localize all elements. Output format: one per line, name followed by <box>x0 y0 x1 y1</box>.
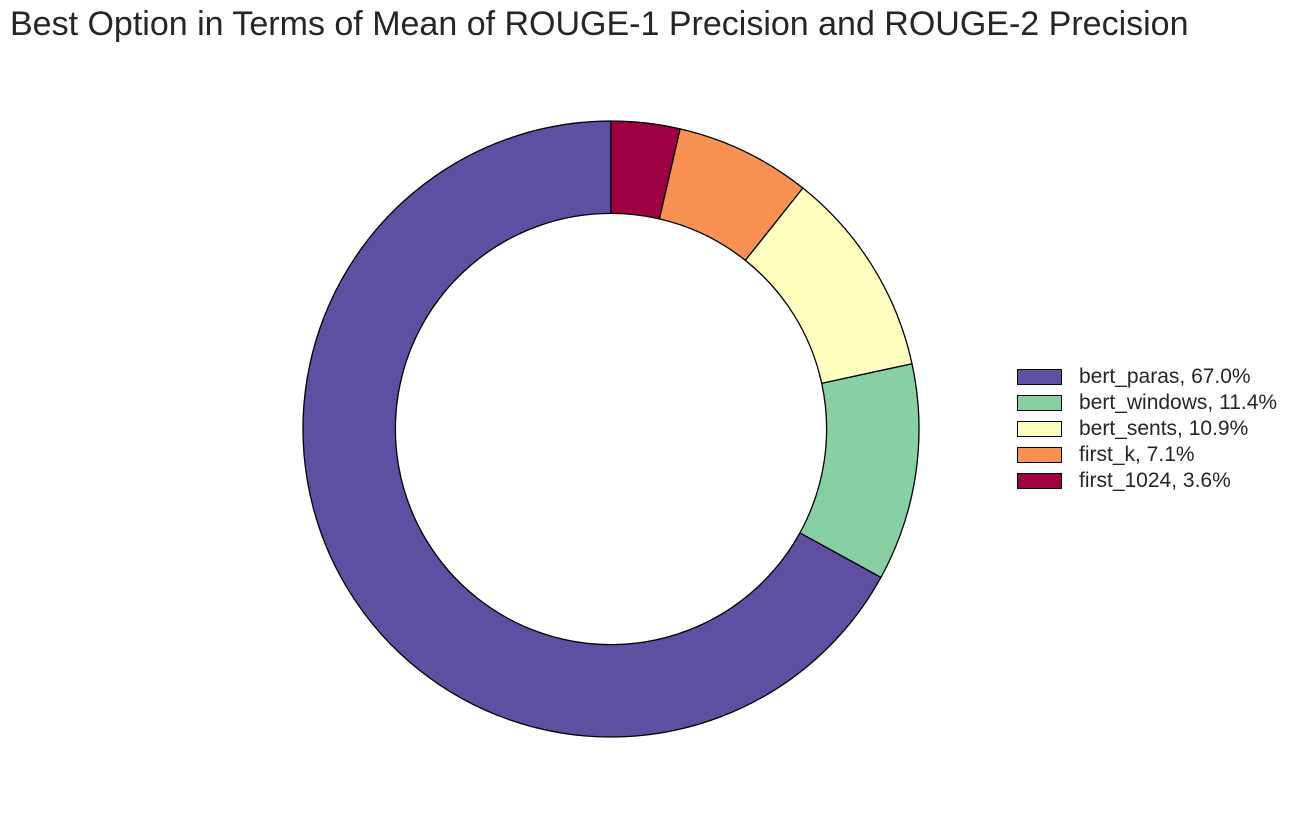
chart-legend: bert_paras, 67.0% bert_windows, 11.4% bert… <box>1017 364 1277 494</box>
donut-slice-first-1024 <box>610 120 681 220</box>
donut-slice-bert-paras <box>302 120 882 738</box>
legend-swatch <box>1017 369 1062 385</box>
legend-swatch <box>1017 421 1062 437</box>
legend-swatch <box>1017 473 1062 489</box>
chart-title: Best Option in Terms of Mean of ROUGE-1 … <box>10 5 1189 43</box>
legend-label: bert_sents, 10.9% <box>1079 417 1249 440</box>
legend-label: bert_windows, 11.4% <box>1079 391 1278 414</box>
legend-swatch <box>1017 447 1062 463</box>
legend-item-first-k: first_k, 7.1% <box>1017 442 1277 468</box>
legend-swatch <box>1017 395 1062 411</box>
legend-label: first_k, 7.1% <box>1079 443 1195 466</box>
legend-label: bert_paras, 67.0% <box>1079 365 1251 388</box>
legend-item-bert-sents: bert_sents, 10.9% <box>1017 416 1277 442</box>
legend-item-first-1024: first_1024, 3.6% <box>1017 468 1277 494</box>
legend-item-bert-windows: bert_windows, 11.4% <box>1017 390 1277 416</box>
legend-item-bert-paras: bert_paras, 67.0% <box>1017 364 1277 390</box>
legend-label: first_1024, 3.6% <box>1079 469 1231 492</box>
